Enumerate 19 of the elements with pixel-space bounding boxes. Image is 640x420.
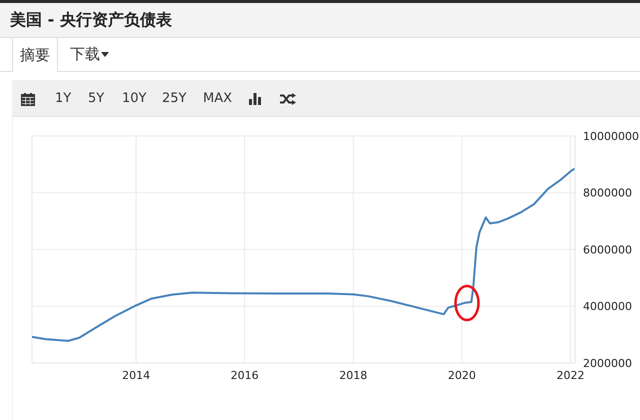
y-tick-label: 8000000 bbox=[583, 186, 632, 200]
text: 下载 bbox=[70, 45, 100, 64]
y-tick-label: 10000000 bbox=[583, 130, 639, 143]
x-tick-label: 2022 bbox=[556, 368, 585, 382]
x-tick-label: 2016 bbox=[230, 368, 259, 382]
text: MAX bbox=[203, 91, 232, 106]
text: 5Y bbox=[88, 91, 104, 106]
x-tick-label: 2020 bbox=[448, 368, 476, 382]
text: 摘要 bbox=[20, 46, 50, 64]
y-tick-label: 2000000 bbox=[583, 356, 632, 370]
x-tick-label: 2018 bbox=[339, 368, 368, 382]
x-tick-label: 2014 bbox=[122, 368, 150, 382]
y-tick-label: 6000000 bbox=[583, 243, 632, 256]
text: 10Y bbox=[122, 91, 146, 106]
chart-title: 美国 - 央行资产负债表 bbox=[10, 10, 172, 31]
y-tick-label: 4000000 bbox=[583, 300, 632, 314]
line-series bbox=[32, 168, 575, 342]
text: 25Y bbox=[162, 91, 186, 106]
text: 1Y bbox=[55, 91, 72, 106]
